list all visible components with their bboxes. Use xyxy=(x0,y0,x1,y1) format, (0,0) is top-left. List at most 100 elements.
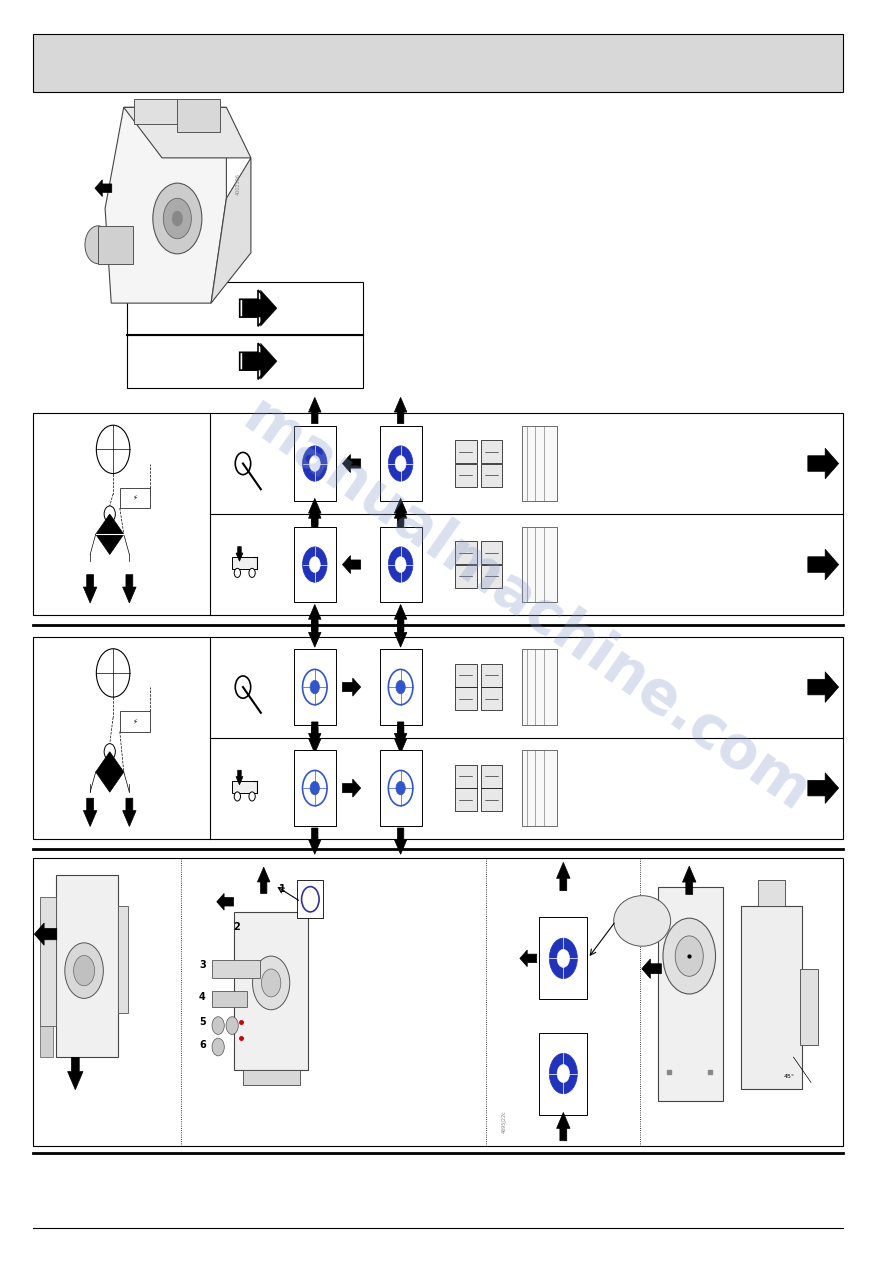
Bar xyxy=(40,1026,54,1057)
Bar xyxy=(118,906,129,1013)
Bar xyxy=(127,335,363,388)
Circle shape xyxy=(212,1017,224,1034)
Polygon shape xyxy=(395,504,407,529)
Polygon shape xyxy=(395,722,407,748)
Polygon shape xyxy=(236,547,243,561)
Polygon shape xyxy=(556,863,570,890)
Polygon shape xyxy=(556,1113,570,1140)
Polygon shape xyxy=(122,575,136,602)
Polygon shape xyxy=(308,621,321,647)
Polygon shape xyxy=(342,455,361,472)
Circle shape xyxy=(675,936,704,976)
Bar xyxy=(212,991,247,1007)
Polygon shape xyxy=(808,448,839,479)
Bar xyxy=(98,226,133,264)
Circle shape xyxy=(249,568,255,577)
Polygon shape xyxy=(808,672,839,702)
Circle shape xyxy=(309,557,321,572)
Text: 4002306: 4002306 xyxy=(236,173,241,195)
Text: 1: 1 xyxy=(279,884,286,894)
Circle shape xyxy=(549,938,578,979)
Polygon shape xyxy=(308,499,321,524)
Polygon shape xyxy=(395,727,407,753)
Bar xyxy=(294,426,336,501)
Polygon shape xyxy=(95,179,112,197)
Bar xyxy=(294,527,336,602)
Polygon shape xyxy=(68,1057,83,1090)
Bar xyxy=(455,687,477,710)
Polygon shape xyxy=(342,678,361,696)
Circle shape xyxy=(310,681,320,693)
Bar xyxy=(232,781,257,793)
Text: 5: 5 xyxy=(199,1017,205,1027)
Polygon shape xyxy=(242,290,277,326)
Circle shape xyxy=(234,792,240,801)
Bar xyxy=(33,413,842,615)
Polygon shape xyxy=(342,556,361,573)
Circle shape xyxy=(303,446,327,481)
Bar xyxy=(480,664,502,687)
Bar xyxy=(455,664,477,687)
Text: ⚡: ⚡ xyxy=(132,495,138,501)
Circle shape xyxy=(153,183,202,254)
Polygon shape xyxy=(308,829,321,854)
Polygon shape xyxy=(122,798,136,826)
Bar xyxy=(480,788,502,811)
Bar xyxy=(539,917,588,999)
Polygon shape xyxy=(83,798,96,826)
Bar xyxy=(758,880,785,906)
Bar xyxy=(522,649,557,725)
Bar xyxy=(232,557,257,570)
Circle shape xyxy=(396,782,405,794)
Circle shape xyxy=(310,782,320,794)
Bar xyxy=(178,100,221,131)
Polygon shape xyxy=(257,868,270,893)
Polygon shape xyxy=(239,290,274,326)
Polygon shape xyxy=(242,344,277,379)
Text: manualmachine.com: manualmachine.com xyxy=(231,389,820,823)
Bar xyxy=(539,1033,588,1115)
Polygon shape xyxy=(96,514,124,554)
Bar xyxy=(455,765,477,788)
Bar xyxy=(294,750,336,826)
Circle shape xyxy=(557,1065,570,1082)
Circle shape xyxy=(163,198,191,239)
Circle shape xyxy=(85,226,112,264)
Bar xyxy=(33,637,842,839)
Circle shape xyxy=(396,681,405,693)
Bar xyxy=(480,464,502,486)
Circle shape xyxy=(65,942,104,998)
Text: 3: 3 xyxy=(199,960,205,970)
Circle shape xyxy=(253,956,289,1010)
Bar xyxy=(480,565,502,587)
Polygon shape xyxy=(395,605,407,630)
Text: 6: 6 xyxy=(199,1039,205,1050)
Bar xyxy=(212,960,260,978)
Text: ⚡: ⚡ xyxy=(132,719,138,725)
Bar xyxy=(380,649,421,725)
Polygon shape xyxy=(105,107,227,303)
Polygon shape xyxy=(395,398,407,423)
Polygon shape xyxy=(642,959,662,979)
Polygon shape xyxy=(211,158,251,303)
Circle shape xyxy=(212,1038,224,1056)
Circle shape xyxy=(557,950,570,967)
Circle shape xyxy=(549,1053,578,1094)
Polygon shape xyxy=(395,829,407,854)
Text: 45°: 45° xyxy=(783,1074,795,1079)
Bar xyxy=(480,542,502,565)
Polygon shape xyxy=(342,779,361,797)
Bar xyxy=(33,34,842,92)
Bar xyxy=(480,765,502,788)
Text: 4695J22c: 4695J22c xyxy=(502,1110,506,1133)
Bar xyxy=(56,875,118,1057)
Bar xyxy=(297,880,323,918)
Circle shape xyxy=(388,547,413,582)
Bar xyxy=(234,912,308,1070)
Bar xyxy=(33,858,842,1146)
Polygon shape xyxy=(34,923,57,945)
Polygon shape xyxy=(308,605,321,630)
Bar xyxy=(380,527,421,602)
Bar xyxy=(455,441,477,464)
Circle shape xyxy=(249,792,255,801)
